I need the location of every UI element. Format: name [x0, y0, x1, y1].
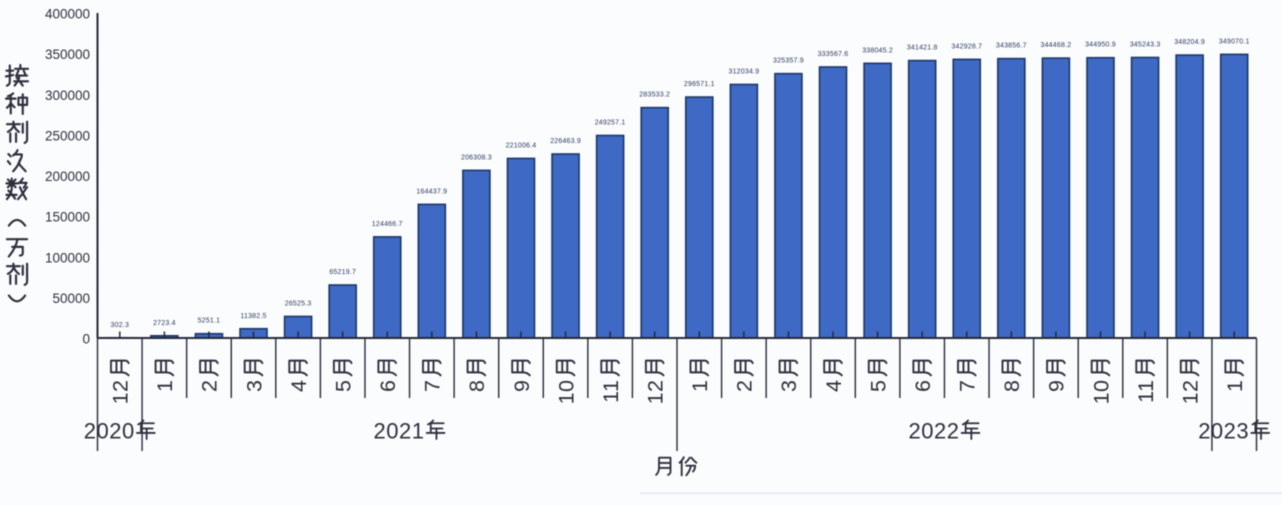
svg-text:200000: 200000 — [45, 169, 90, 184]
svg-text:249257.1: 249257.1 — [595, 120, 626, 127]
svg-text:2: 2 — [733, 380, 757, 392]
svg-text:350000: 350000 — [45, 47, 90, 62]
svg-text:50000: 50000 — [52, 291, 90, 306]
svg-text:283533.2: 283533.2 — [639, 92, 670, 99]
svg-text:10: 10 — [1089, 380, 1113, 405]
svg-text:1: 1 — [1223, 380, 1247, 392]
svg-text:100000: 100000 — [45, 250, 90, 265]
svg-text:2723.4: 2723.4 — [153, 320, 176, 327]
svg-text:124466.7: 124466.7 — [372, 221, 403, 228]
svg-text:312034.9: 312034.9 — [729, 69, 760, 76]
svg-text:6: 6 — [376, 380, 400, 392]
svg-text:344950.9: 344950.9 — [1085, 42, 1116, 49]
svg-text:4: 4 — [822, 380, 846, 392]
svg-text:12: 12 — [1178, 380, 1202, 405]
svg-text:164437.9: 164437.9 — [416, 188, 447, 195]
svg-text:7: 7 — [956, 380, 980, 392]
svg-text:344468.2: 344468.2 — [1041, 42, 1072, 49]
svg-text:345243.3: 345243.3 — [1130, 42, 1161, 49]
svg-text:250000: 250000 — [45, 129, 90, 144]
svg-text:2021: 2021 — [374, 419, 425, 444]
svg-text:206308.3: 206308.3 — [461, 154, 492, 161]
svg-text:343856.7: 343856.7 — [996, 43, 1027, 50]
svg-text:1: 1 — [153, 380, 177, 392]
svg-text:348204.9: 348204.9 — [1174, 39, 1205, 46]
svg-text:6: 6 — [911, 380, 935, 392]
svg-text:325357.9: 325357.9 — [773, 58, 804, 65]
svg-text:226463.9: 226463.9 — [550, 138, 581, 145]
svg-text:0: 0 — [82, 332, 90, 347]
svg-text:333567.6: 333567.6 — [818, 51, 849, 58]
svg-text:8: 8 — [465, 380, 489, 392]
svg-text:11382.5: 11382.5 — [240, 313, 266, 320]
svg-text:221006.4: 221006.4 — [506, 142, 537, 149]
svg-text:10: 10 — [554, 380, 578, 405]
svg-text:349070.1: 349070.1 — [1219, 38, 1250, 45]
svg-text:338045.2: 338045.2 — [862, 47, 893, 54]
svg-text:296571.1: 296571.1 — [684, 81, 715, 88]
svg-text:3: 3 — [777, 380, 801, 392]
svg-text:26525.3: 26525.3 — [285, 300, 312, 307]
svg-text:1: 1 — [688, 380, 712, 392]
svg-text:4: 4 — [287, 380, 311, 392]
svg-text:12: 12 — [109, 380, 133, 405]
svg-text:302.3: 302.3 — [111, 322, 130, 329]
svg-text:2023: 2023 — [1198, 419, 1249, 444]
svg-text:8: 8 — [1000, 380, 1024, 392]
svg-text:2: 2 — [198, 380, 222, 392]
svg-text:2020: 2020 — [84, 419, 135, 444]
svg-text:5251.1: 5251.1 — [198, 318, 221, 325]
svg-text:11: 11 — [599, 380, 623, 403]
svg-text:400000: 400000 — [45, 7, 90, 22]
svg-text:65219.7: 65219.7 — [329, 269, 356, 276]
svg-text:342928.7: 342928.7 — [951, 43, 982, 50]
svg-text:5: 5 — [866, 380, 890, 392]
svg-text:11: 11 — [1134, 380, 1158, 403]
svg-text:12: 12 — [644, 380, 668, 405]
svg-text:5: 5 — [332, 380, 356, 392]
svg-text:300000: 300000 — [45, 88, 90, 103]
svg-text:150000: 150000 — [45, 210, 90, 225]
svg-text:7: 7 — [421, 380, 445, 392]
svg-text:9: 9 — [1045, 380, 1069, 392]
svg-text:3: 3 — [242, 380, 266, 392]
svg-text:9: 9 — [510, 380, 534, 392]
svg-text:341421.8: 341421.8 — [907, 45, 938, 52]
svg-text:2022: 2022 — [909, 419, 960, 444]
